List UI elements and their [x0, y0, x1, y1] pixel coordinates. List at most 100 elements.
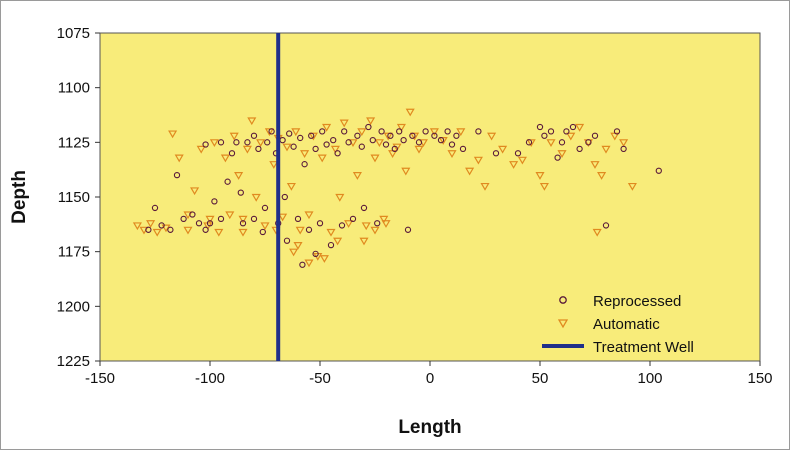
data-point-reprocessed: [158, 222, 165, 229]
data-point-reprocessed: [206, 220, 214, 227]
data-point-automatic: [396, 123, 406, 132]
data-point-reprocessed: [264, 139, 271, 146]
data-point-reprocessed: [250, 215, 258, 223]
data-point-automatic: [473, 156, 483, 165]
data-point-automatic: [146, 220, 156, 228]
data-point-automatic: [557, 150, 567, 158]
data-point-automatic: [575, 123, 585, 132]
y-tick-label: 1100: [58, 80, 90, 97]
data-point-automatic: [597, 172, 607, 180]
data-point-automatic: [352, 172, 362, 180]
data-point-reprocessed: [563, 128, 570, 135]
data-point-reprocessed: [268, 128, 275, 135]
data-point-automatic: [370, 226, 380, 235]
data-point-automatic: [429, 128, 439, 137]
data-point-reprocessed: [250, 132, 258, 139]
data-point-reprocessed: [202, 226, 209, 233]
data-point-automatic: [566, 132, 576, 141]
data-point-automatic: [374, 139, 384, 148]
data-point-automatic: [535, 172, 545, 180]
data-point-reprocessed: [374, 220, 381, 227]
data-point-automatic: [295, 226, 305, 235]
data-point-reprocessed: [382, 141, 390, 148]
data-point-automatic: [269, 161, 279, 169]
data-point-reprocessed: [558, 139, 566, 146]
data-point-reprocessed: [547, 128, 555, 135]
data-point-automatic: [278, 213, 288, 222]
data-point-reprocessed: [308, 132, 315, 139]
data-point-automatic: [361, 222, 371, 231]
data-point-reprocessed: [360, 204, 368, 212]
data-point-automatic: [539, 182, 549, 191]
data-point-reprocessed: [316, 220, 324, 227]
data-point-automatic: [401, 167, 411, 176]
data-point-reprocessed: [180, 215, 187, 223]
data-point-automatic: [517, 156, 527, 165]
data-point-reprocessed: [536, 123, 544, 131]
data-point-reprocessed: [299, 261, 306, 268]
data-point-automatic: [196, 145, 206, 154]
data-point-automatic: [381, 220, 391, 228]
data-point-automatic: [220, 154, 230, 163]
legend-label-automatic: Automatic: [593, 316, 660, 333]
data-point-automatic: [304, 259, 314, 268]
data-point-reprocessed: [613, 128, 621, 135]
data-point-reprocessed: [283, 237, 291, 244]
data-point-reprocessed: [202, 141, 209, 148]
data-point-automatic: [152, 228, 162, 237]
data-point-automatic: [291, 128, 301, 137]
y-tick-label: 1150: [58, 189, 90, 206]
data-point-automatic: [209, 139, 219, 148]
data-point-automatic: [456, 128, 466, 137]
x-tick-label: -50: [309, 370, 331, 387]
data-point-reprocessed: [475, 128, 482, 135]
x-tick-label: 150: [747, 370, 772, 387]
plot-area: [99, 32, 761, 362]
data-point-automatic: [304, 211, 314, 220]
x-axis: -150 -100 -50 0 50 100 150: [85, 361, 773, 387]
data-point-reprocessed: [323, 141, 330, 148]
data-point-automatic: [308, 132, 318, 141]
data-point-reprocessed: [620, 145, 627, 153]
series-automatic: [132, 108, 637, 268]
data-point-reprocessed: [233, 139, 240, 146]
data-point-reprocessed: [431, 132, 438, 139]
data-point-automatic: [370, 154, 380, 163]
data-point-reprocessed: [297, 134, 304, 142]
data-point-reprocessed: [330, 136, 337, 144]
data-point-reprocessed: [655, 167, 662, 174]
data-point-automatic: [339, 119, 349, 128]
data-point-reprocessed: [151, 204, 159, 212]
data-point-automatic: [256, 139, 266, 148]
data-point-automatic: [174, 154, 184, 163]
y-tick-label: 1125: [58, 134, 90, 151]
data-point-automatic: [289, 248, 299, 257]
data-point-automatic: [619, 139, 629, 148]
data-point-automatic: [601, 145, 611, 154]
data-point-automatic: [333, 237, 343, 246]
data-point-automatic: [366, 117, 376, 126]
data-point-reprocessed: [541, 132, 548, 139]
data-point-automatic: [317, 154, 327, 163]
data-point-reprocessed: [448, 141, 456, 148]
data-point-reprocessed: [422, 128, 429, 135]
data-point-reprocessed: [369, 136, 376, 144]
data-point-automatic: [465, 167, 475, 176]
data-point-automatic: [379, 215, 389, 224]
data-point-reprocessed: [237, 189, 244, 196]
data-point-automatic: [526, 139, 536, 148]
data-point-reprocessed: [400, 136, 407, 144]
data-point-reprocessed: [358, 143, 365, 150]
data-point-reprocessed: [281, 193, 288, 201]
data-point-reprocessed: [338, 222, 346, 229]
data-point-automatic: [286, 182, 296, 191]
data-point-automatic: [590, 161, 600, 169]
data-point-automatic: [335, 193, 345, 202]
data-point-reprocessed: [409, 132, 416, 139]
data-point-automatic: [229, 132, 239, 141]
legend-label-reprocessed: Reprocessed: [593, 293, 681, 310]
data-point-reprocessed: [576, 145, 583, 153]
data-point-automatic: [264, 128, 274, 137]
